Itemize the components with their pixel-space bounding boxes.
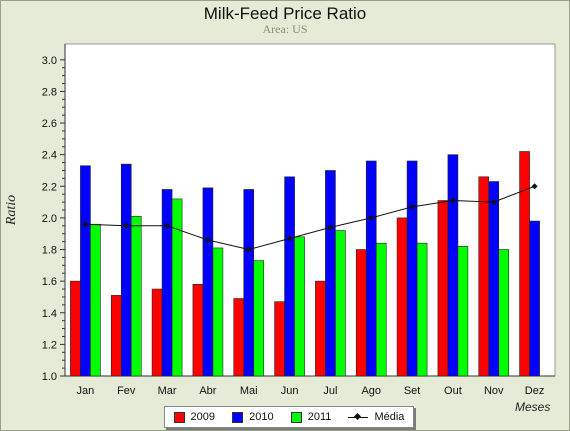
legend-label-2009: 2009 [190,411,216,423]
bar-2010-Jul [325,170,336,377]
chart-subtitle: Area: US [262,22,308,36]
bar-2011-Fev [130,216,142,377]
x-tick-label: Mar [158,385,177,397]
legend-swatch-2011 [290,411,302,423]
legend-item-2011: 2011 [290,411,332,423]
y-tick-label: 1.6 [42,276,57,288]
point-media-Jan [82,221,89,228]
bar-2009-Ago [355,249,367,377]
bar-2009-Jun [274,301,285,377]
point-media-Nov [490,199,497,206]
x-tick-label: Nov [484,385,504,397]
bar-2011-Set [416,242,428,377]
bar-2010-Jun [284,176,295,377]
bar-2010-Dez [529,220,540,377]
bar-2010-Mai [243,189,255,377]
y-tick-label: 2.6 [42,118,57,130]
bar-2011-Ago [375,242,387,377]
point-media-Mar [164,222,171,229]
line-media [85,185,535,251]
bar-2010-Ago [365,160,377,377]
bar-2009-Jul [315,280,326,377]
bar-2009-Abr [192,284,204,377]
x-tick-label: Jan [77,385,95,397]
bar-2010-Abr [202,187,214,377]
point-media-Jun [286,235,293,242]
y-tick-label: 1.8 [42,245,57,257]
legend-item-2010: 2010 [232,411,274,423]
y-tick-label: 1.4 [42,308,57,320]
x-tick-label: Fev [117,385,136,397]
x-tick-label: Set [404,385,421,397]
bar-2009-Nov [478,176,490,377]
y-tick-label: 3.0 [42,55,57,67]
legend-item-2009: 2009 [173,411,216,423]
point-media-Set [409,203,416,210]
bar-2009-Mar [151,288,163,377]
point-media-Abr [204,237,211,244]
point-media-Ago [368,214,375,221]
y-tick-label: 2.8 [42,86,57,98]
x-tick-label: Jul [323,385,337,397]
bar-2010-Set [406,160,418,377]
bar-2011-Jan [90,223,101,377]
bar-2009-Out [437,200,449,377]
legend-item-media: Média [348,411,404,423]
legend-line-diamond-icon [348,412,369,422]
chart-title: Milk-Feed Price Ratio [203,4,367,23]
legend-label-media: Média [374,411,405,423]
point-media-Dez [531,183,538,190]
point-media-Jul [327,224,334,231]
x-tick-label: Dez [525,385,545,397]
bar-2011-Nov [498,249,510,377]
x-axis-label: Meses [515,400,551,414]
bar-2010-Nov [488,181,500,377]
y-tick-label: 1.2 [42,339,57,351]
legend-label-2011: 2011 [307,411,332,423]
bar-2009-Fev [110,295,122,377]
x-tick-label: Ago [361,385,381,397]
x-tick-label: Out [444,385,462,397]
bar-2009-Set [396,217,408,377]
legend: 2009 2010 2011 Média [164,406,414,428]
y-tick-label: 2.2 [42,181,57,193]
point-media-Mai [245,246,252,253]
bar-2010-Out [447,154,459,377]
bar-2010-Mar [161,189,173,377]
y-tick-label: 2.0 [42,213,57,225]
point-media-Fev [123,222,130,229]
legend-swatch-2010 [232,411,244,423]
x-tick-label: Mai [240,385,258,397]
plot-area [64,43,556,377]
bar-2010-Fev [120,163,132,377]
bar-2011-Abr [212,247,224,377]
bar-2011-Jul [335,230,346,377]
y-tick-label: 1.0 [42,371,57,383]
bar-2009-Mai [233,298,245,377]
bar-2011-Jun [294,236,305,377]
bar-2011-Out [457,246,469,377]
x-tick-label: Abr [199,385,216,397]
bar-2009-Dez [519,151,530,377]
y-tick-label: 2.4 [42,150,57,162]
y-axis-label: Ratio [4,194,19,226]
x-tick-label: Jun [281,385,299,397]
bar-2009-Jan [70,280,81,377]
legend-label-2010: 2010 [249,411,274,423]
point-media-Out [449,197,456,204]
bar-2010-Jan [80,165,91,377]
legend-swatch-2009 [173,411,185,423]
bar-2011-Mai [253,260,265,377]
bar-2011-Mar [171,198,183,377]
